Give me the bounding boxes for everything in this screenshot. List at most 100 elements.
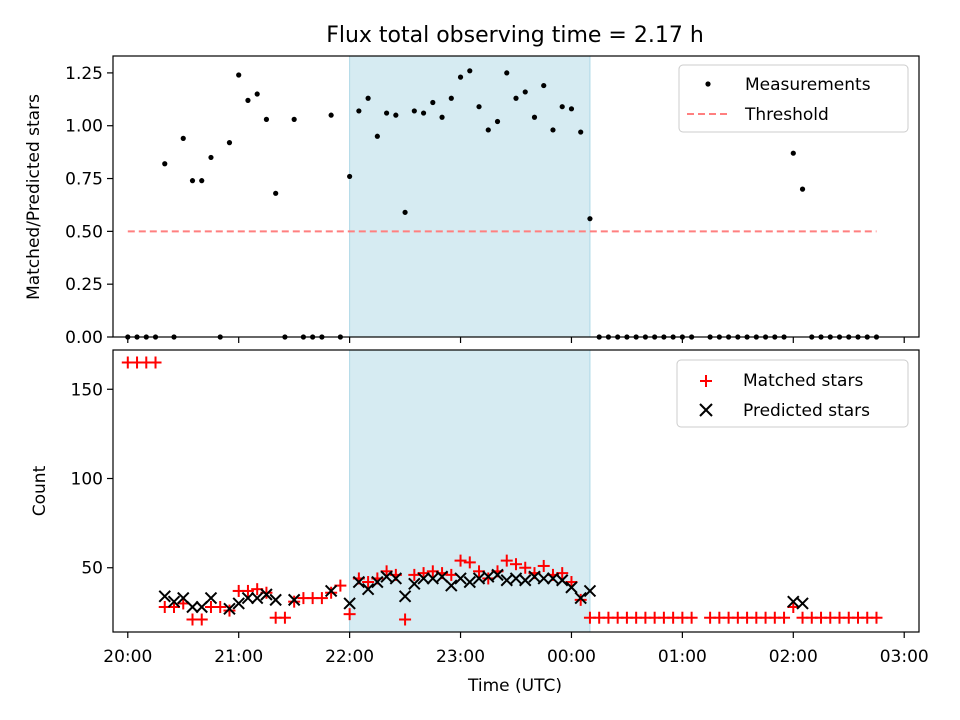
bottom-y-tick-label: 150 [71, 380, 103, 400]
matched-star-point [574, 593, 587, 606]
predicted-star-point [482, 570, 495, 583]
top-axes-frame [112, 55, 920, 338]
predicted-star-point [426, 572, 440, 585]
matched-star-point [870, 611, 883, 624]
measurement-point [393, 112, 399, 118]
x-tick-label: 20:00 [103, 647, 152, 667]
measurement-point [411, 108, 417, 114]
predicted-star-point [556, 574, 569, 587]
chart-title: Flux total observing time = 2.17 h [326, 23, 704, 48]
top-y-tick-label: 0.50 [65, 222, 103, 242]
measurement-point [790, 150, 796, 156]
measurement-point [236, 72, 242, 78]
top-y-tick-label: 0.00 [65, 328, 103, 348]
predicted-star-point [204, 591, 218, 605]
x-tick-label: 01:00 [658, 647, 707, 667]
bottom-series [121, 356, 883, 626]
bottom-ticks: 50 100 150 20:00 21:00 22:00 23:00 00:00 01:00 02… [71, 380, 929, 667]
predicted-star-point [287, 593, 301, 607]
measurement-point [189, 178, 196, 184]
predicted-star-point [417, 572, 430, 585]
top-legend: Measurements Threshold [678, 64, 909, 133]
measurement-point [513, 95, 519, 101]
predicted-star-point [463, 575, 476, 589]
predicted-star-point [398, 590, 412, 603]
predicted-star-point [241, 591, 255, 605]
legend-matched-label: Matched stars [743, 371, 863, 391]
predicted-star-point [223, 602, 236, 616]
top-y-tick-label: 1.25 [65, 64, 103, 84]
predicted-star-point [519, 574, 532, 587]
measurement-point [559, 104, 565, 110]
measurement-point [199, 178, 205, 184]
bottom-axes-frame [112, 349, 920, 633]
x-tick-label: 21:00 [214, 647, 263, 667]
top-y-tick-label: 0.25 [65, 275, 103, 295]
bottom-legend-box [676, 359, 909, 428]
measurement-point [383, 110, 390, 116]
measurement-point [448, 95, 454, 101]
predicted-star-point [445, 579, 458, 592]
matched-star-point [315, 592, 328, 605]
matched-star-point [362, 576, 375, 589]
matched-star-point [195, 613, 208, 626]
bottom-shaded-span [349, 349, 591, 633]
predicted-star-point [537, 572, 550, 585]
x-tick-label: 00:00 [547, 647, 596, 667]
measurement-point [245, 97, 251, 103]
measurement-point [263, 116, 270, 122]
matched-star-point [445, 568, 458, 581]
matched-star-point [241, 584, 254, 597]
measurement-point [522, 89, 528, 95]
matched-star-point [343, 608, 356, 621]
measurement-point [439, 114, 445, 120]
measurement-point [254, 91, 260, 97]
predicted-star-point [361, 582, 375, 596]
measurement-point [402, 209, 408, 215]
top-legend-box [678, 64, 909, 133]
predicted-star-point [491, 568, 504, 582]
measurement-point [578, 129, 584, 135]
predicted-star-point [583, 584, 597, 598]
measurement-point [531, 114, 538, 120]
measurement-point [365, 95, 371, 101]
measurement-point [162, 161, 168, 167]
legend-threshold-label: Threshold [744, 105, 829, 125]
measurement-point [494, 118, 501, 125]
legend-measurements-marker [705, 81, 711, 87]
measurement-point [457, 74, 464, 80]
predicted-star-point [509, 572, 523, 585]
predicted-star-point [352, 575, 366, 589]
matched-star-point [510, 558, 522, 571]
matched-star-point [223, 604, 236, 617]
measurement-point [550, 127, 556, 133]
legend-predicted-label: Predicted stars [743, 401, 870, 421]
top-y-tick-label: 0.75 [65, 170, 103, 190]
matched-star-point [778, 611, 791, 624]
measurement-point [485, 127, 491, 133]
matched-star-point [482, 572, 495, 585]
matched-star-point [278, 611, 291, 624]
predicted-star-point [528, 570, 541, 583]
matched-star-point [537, 559, 550, 572]
measurement-point [180, 135, 186, 141]
x-axis-label: Time (UTC) [467, 676, 562, 696]
matched-star-point [463, 556, 476, 569]
predicted-star-point [389, 572, 403, 585]
legend-predicted-marker [699, 403, 713, 417]
predicted-star-point [167, 595, 181, 608]
measurement-point [420, 110, 427, 116]
legend-measurements-label: Measurements [745, 75, 871, 95]
matched-star-point [149, 356, 162, 369]
measurement-point [799, 186, 806, 192]
measurement-point [430, 99, 436, 106]
matched-star-point [454, 554, 467, 567]
x-tick-label: 23:00 [436, 647, 485, 667]
legend-matched-marker [700, 375, 712, 387]
matched-star-point [399, 613, 412, 626]
predicted-star-point [260, 588, 273, 601]
predicted-star-point [500, 574, 513, 587]
top-shaded-span [349, 55, 591, 338]
x-tick-label: 02:00 [769, 647, 818, 667]
